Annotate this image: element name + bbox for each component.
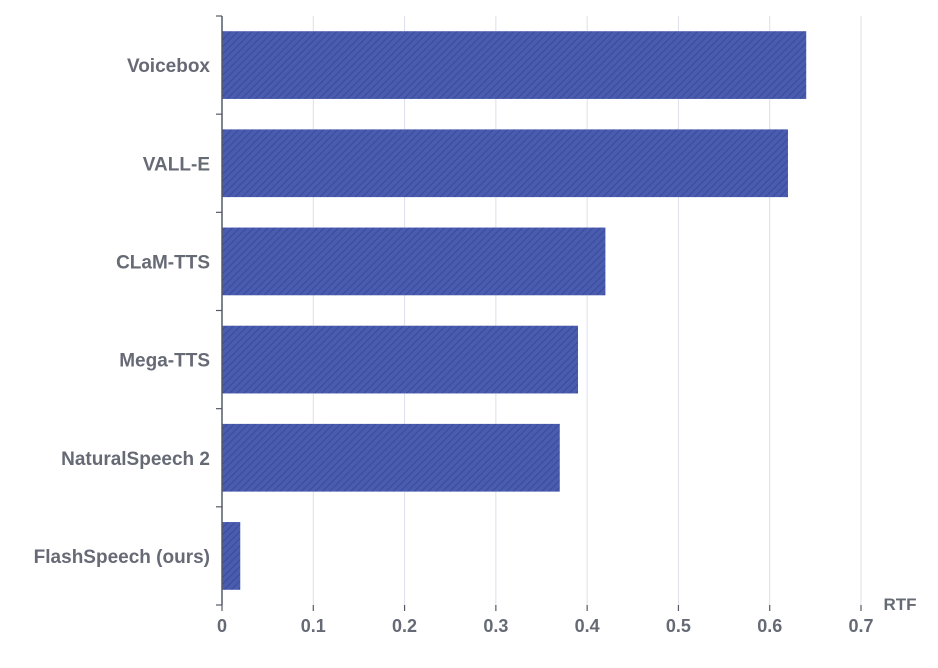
- category-label-1: VALL-E: [143, 154, 210, 175]
- x-tick-label-0: 0: [217, 616, 227, 636]
- x-tick-label-2: 0.2: [392, 616, 417, 636]
- bar-5: [222, 522, 241, 590]
- axes: [216, 15, 862, 611]
- x-tick-label-3: 0.3: [483, 616, 508, 636]
- x-tick-label-1: 0.1: [301, 616, 326, 636]
- category-label-2: CLaM-TTS: [116, 252, 210, 273]
- gridlines: [312, 16, 862, 605]
- bar-0: [222, 31, 807, 99]
- category-label-5: FlashSpeech (ours): [34, 547, 210, 568]
- category-label-3: Mega-TTS: [119, 351, 210, 372]
- x-tick-label-7: 0.7: [848, 616, 873, 636]
- x-tick-label-4: 0.4: [575, 616, 600, 636]
- bar-3: [222, 325, 579, 394]
- bar-4: [222, 423, 560, 492]
- bars: [222, 31, 807, 590]
- category-label-4: NaturalSpeech 2: [61, 449, 210, 470]
- category-label-0: Voicebox: [127, 56, 210, 77]
- x-axis-title: RTF: [883, 595, 916, 614]
- x-tick-label-5: 0.5: [666, 616, 691, 636]
- labels: 0 0.1 0.2 0.3 0.4 0.5 0.6 0.7 Voicebox VALL-E CLaM…: [34, 56, 874, 636]
- bar-1: [222, 129, 788, 198]
- x-tick-label-6: 0.6: [757, 616, 782, 636]
- bar-2: [222, 227, 606, 296]
